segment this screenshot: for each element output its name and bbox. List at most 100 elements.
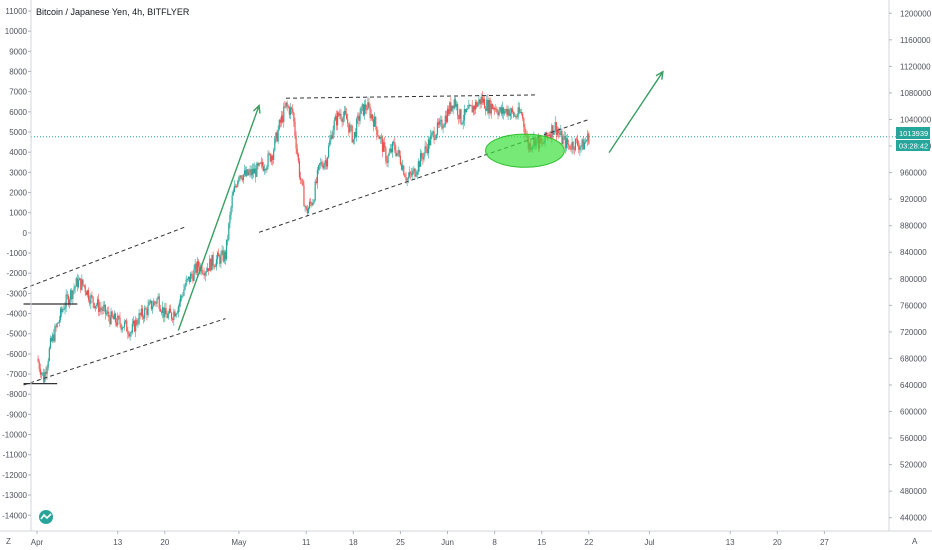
countdown-label: 03:28:42 — [899, 142, 928, 151]
candle-body — [190, 273, 192, 282]
candle-body — [94, 305, 96, 309]
left-axis-tick-label: -9000 — [7, 410, 28, 419]
candle-body — [68, 299, 71, 305]
candle-body — [101, 309, 103, 311]
candle-body — [359, 113, 361, 121]
candle-body — [385, 147, 387, 162]
candle-body — [132, 320, 135, 325]
candle-body — [80, 278, 82, 290]
candle-body — [116, 322, 118, 326]
candle-body — [460, 109, 462, 125]
candle-body — [103, 304, 105, 307]
candle-body — [56, 323, 58, 328]
candle-body — [58, 319, 61, 323]
candle-body — [299, 177, 302, 180]
candle-body — [477, 103, 479, 107]
upper-channel-line — [23, 226, 186, 290]
candle-body — [246, 169, 248, 176]
candle-body — [583, 142, 585, 150]
candle-body — [469, 104, 471, 106]
candle-body — [577, 139, 579, 146]
candle-body — [193, 269, 195, 281]
candle-body — [48, 348, 50, 361]
candle-layer — [37, 91, 590, 384]
candle-body — [516, 116, 518, 118]
candle-body — [412, 170, 414, 176]
left-axis-tick-label: -11000 — [3, 451, 28, 460]
candle-body — [382, 142, 385, 152]
candle-body — [223, 251, 225, 262]
candle-body — [549, 134, 551, 137]
candle-body — [158, 296, 160, 309]
candle-body — [257, 163, 259, 166]
left-axis-tick-label: 9000 — [9, 47, 27, 56]
candle-body — [293, 112, 295, 122]
candle-body — [126, 320, 128, 332]
candle-body — [228, 223, 230, 240]
candle-body — [414, 168, 416, 177]
candle-body — [328, 145, 330, 158]
candle-body — [316, 169, 319, 183]
tradingview-logo-icon[interactable] — [39, 510, 53, 524]
candle-body — [203, 273, 205, 276]
candle-body — [400, 163, 403, 170]
candle-body — [179, 296, 182, 303]
candle-body — [296, 148, 298, 155]
candle-body — [110, 311, 112, 325]
candle-body — [104, 304, 107, 314]
candle-body — [174, 311, 176, 317]
candle-body — [341, 119, 343, 123]
candle-body — [463, 109, 465, 121]
candle-body — [50, 338, 53, 342]
candle-body — [503, 107, 505, 114]
left-axis-tick-label: 11000 — [5, 7, 27, 16]
projection-arrow-head — [655, 70, 664, 80]
candle-body — [510, 108, 513, 113]
left-axis-tick-label: -13000 — [2, 491, 27, 500]
candle-body — [550, 134, 552, 138]
auto-scale-button[interactable]: A — [912, 537, 918, 546]
right-axis-tick-label: 1040000 — [900, 115, 932, 124]
left-axis-tick-label: -10000 — [2, 431, 27, 440]
candle-body — [164, 308, 166, 318]
candle-body — [340, 113, 342, 120]
candle-body — [557, 130, 560, 133]
candle-body — [131, 324, 133, 332]
candle-body — [442, 127, 444, 129]
time-axis-tick-label: Apr — [31, 538, 44, 547]
candle-body — [168, 308, 170, 314]
candle-body — [323, 163, 325, 169]
candle-body — [342, 116, 344, 123]
timezone-toggle-button[interactable]: Z — [6, 537, 11, 546]
candle-body — [163, 307, 165, 318]
candle-body — [361, 104, 363, 107]
candle-body — [148, 302, 150, 305]
candle-body — [225, 239, 228, 260]
candle-body — [551, 125, 553, 138]
right-axis-tick-label: 840000 — [900, 248, 927, 257]
candle-body — [150, 300, 153, 310]
candle-body — [574, 138, 576, 150]
candle-body — [421, 152, 423, 158]
candle-body — [378, 136, 380, 140]
candle-body — [206, 268, 209, 272]
candle-body — [432, 131, 434, 133]
candle-body — [482, 98, 485, 103]
candle-body — [491, 103, 493, 110]
candle-body — [347, 119, 349, 124]
candle-body — [522, 113, 524, 118]
candle-body — [53, 334, 55, 342]
candle-body — [325, 160, 327, 167]
candle-body — [524, 127, 526, 136]
candle-body — [568, 144, 570, 146]
candle-body — [52, 334, 54, 342]
candle-body — [507, 109, 509, 116]
candle-body — [496, 108, 498, 113]
time-axis-tick-label: 22 — [584, 538, 593, 547]
candle-body — [315, 181, 317, 183]
candle-body — [387, 155, 389, 163]
candle-body — [107, 311, 109, 314]
candle-body — [55, 326, 57, 328]
candle-body — [71, 290, 73, 299]
candle-body — [157, 296, 159, 299]
